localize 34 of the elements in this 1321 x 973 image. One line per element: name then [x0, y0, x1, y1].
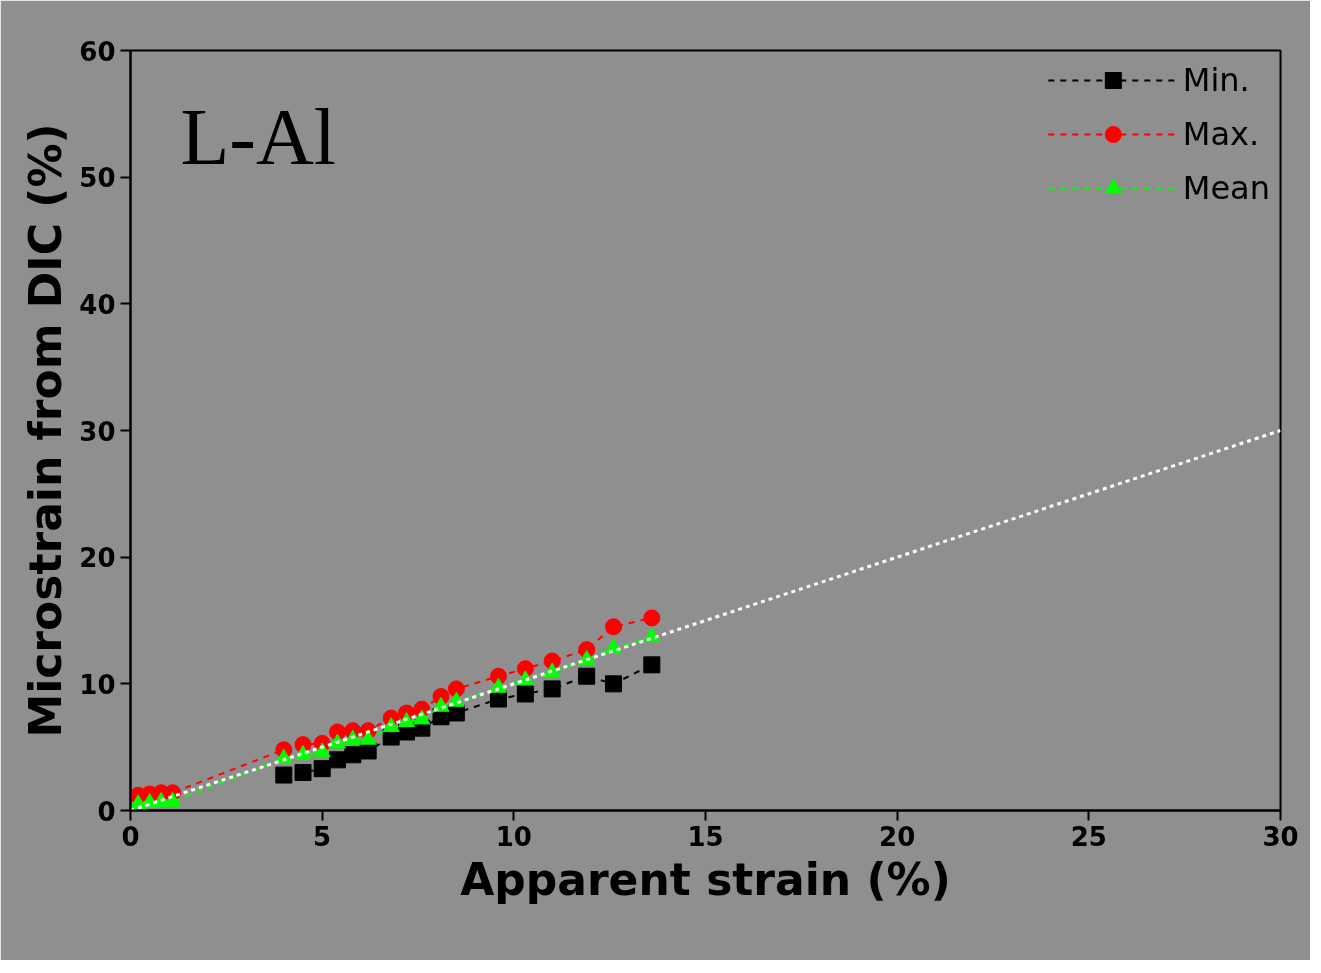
legend-label: Max.	[1182, 115, 1260, 153]
annotation: L-Al	[180, 92, 337, 181]
x-tick-label: 25	[1070, 821, 1107, 852]
point	[516, 685, 534, 703]
point	[578, 667, 596, 685]
y-tick-label: 30	[79, 416, 116, 447]
x-axis-title: Apparent strain (%)	[460, 853, 951, 905]
point	[313, 760, 331, 778]
y-axis-title: Microstrain from DIC (%)	[20, 123, 72, 738]
point	[329, 751, 346, 769]
legend-label: Mean	[1182, 169, 1270, 207]
x-tick-label: 0	[121, 821, 140, 852]
y-tick-label: 20	[79, 543, 116, 574]
point	[382, 717, 400, 733]
point	[447, 680, 465, 698]
x-tick-label: 15	[687, 821, 724, 852]
y-tick-label: 0	[97, 796, 116, 827]
point	[605, 675, 622, 693]
x-tick-label: 5	[313, 821, 332, 852]
x-tick-label: 20	[879, 821, 916, 852]
point	[605, 618, 622, 636]
point	[344, 746, 362, 764]
point	[543, 680, 561, 698]
y-tick-label: 10	[79, 669, 116, 700]
point	[643, 609, 661, 627]
x-tick-label: 30	[1262, 821, 1299, 852]
point	[643, 656, 661, 674]
y-tick-label: 60	[79, 36, 116, 67]
point	[275, 766, 293, 784]
point	[294, 764, 312, 781]
y-tick-label: 40	[79, 289, 116, 320]
y-tick-label: 50	[79, 163, 116, 194]
x-tick-label: 10	[495, 821, 532, 852]
legend-label: Min.	[1182, 61, 1250, 99]
